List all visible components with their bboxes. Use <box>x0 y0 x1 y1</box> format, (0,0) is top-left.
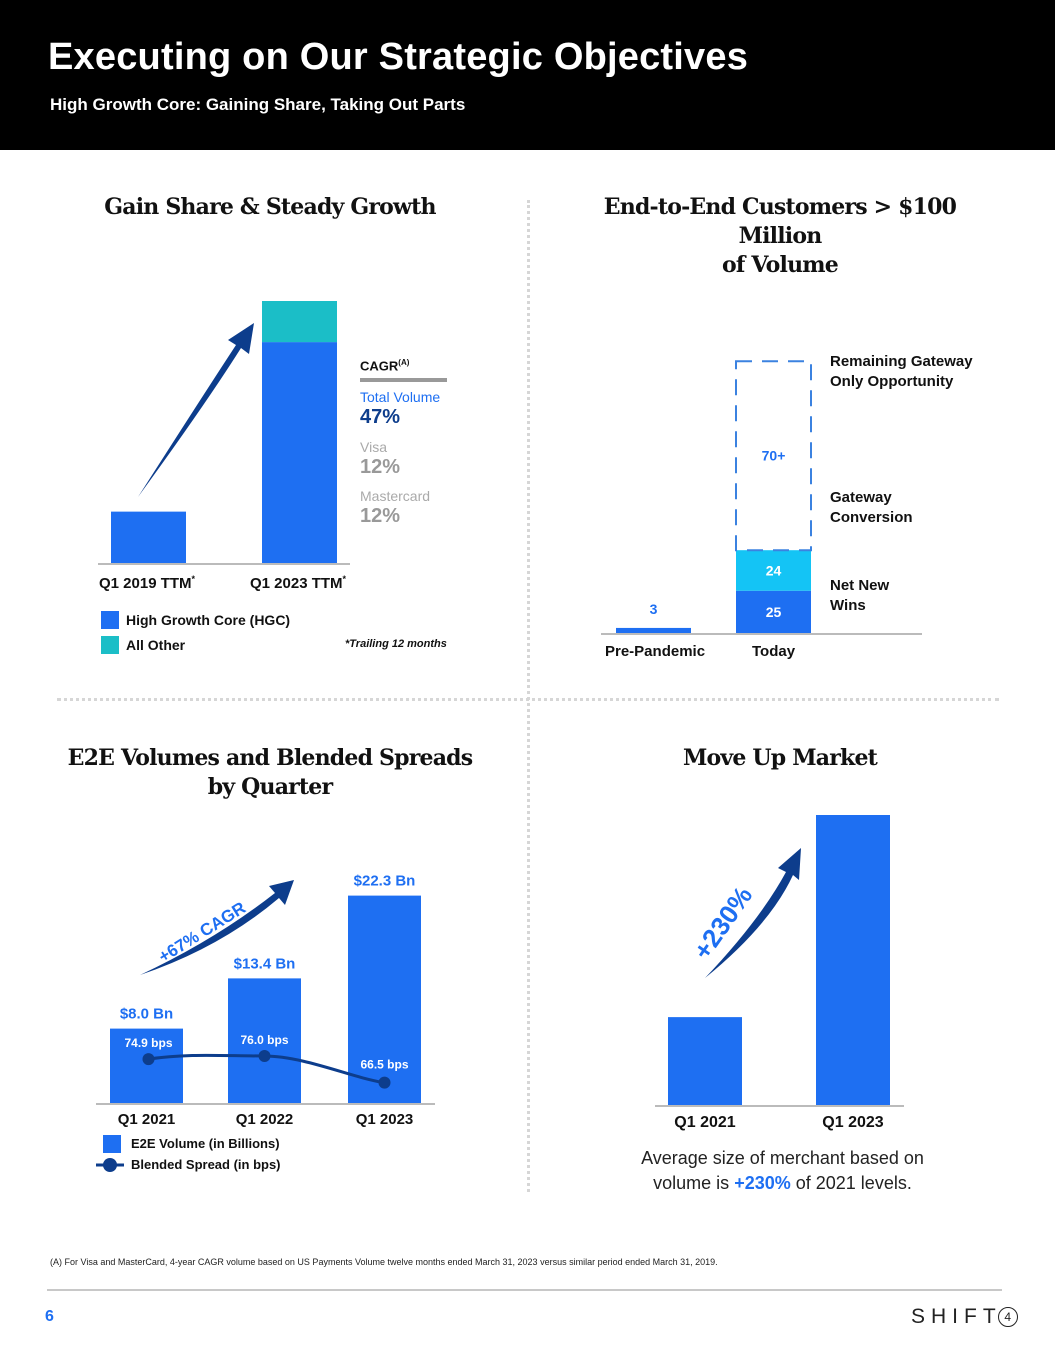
p3-cagr-arrow <box>140 880 294 975</box>
p1-bar-hgc-1 <box>262 342 337 563</box>
legend-spread-label: Blended Spread (in bps) <box>131 1157 281 1172</box>
p3-bar-2 <box>348 895 421 1103</box>
panel4-chart: Q1 2021 Q1 2023 +230% <box>655 815 904 1131</box>
legend-e2e-swatch <box>103 1135 121 1153</box>
page-subtitle: High Growth Core: Gaining Share, Taking … <box>50 95 466 114</box>
p2-label-today-seg-0: 25 <box>766 604 782 620</box>
horizontal-divider <box>57 698 999 701</box>
legend-spread-marker <box>103 1158 117 1172</box>
label-net-new-wins: Net New Wins <box>830 577 890 614</box>
p2-label-today-seg-2: 70+ <box>762 448 786 464</box>
p3-bar-label-1: $13.4 Bn <box>234 955 296 972</box>
p4-growth-arrow <box>705 848 801 978</box>
p1-bar-hgc-0 <box>111 511 186 563</box>
p2-bar-prepandemic <box>616 627 691 633</box>
panel3-chart: $8.0 Bn $13.4 Bn $22.3 Bn 74.9 bps 76.0 bps 6… <box>96 873 435 1172</box>
metric-total-volume-value: 47% <box>360 406 401 428</box>
p1-xlabel-1: Q1 2023 TTM* <box>250 574 347 592</box>
panel4-title: Move Up Market <box>682 745 878 771</box>
metric-visa-value: 12% <box>360 456 401 478</box>
label-gateway-conversion: Gateway Conversion <box>830 489 913 526</box>
legend-other-swatch <box>101 636 119 654</box>
metric-visa-label: Visa <box>360 439 387 455</box>
p2-xlabel-0: Pre-Pandemic <box>605 643 706 660</box>
p3-bar-1 <box>228 978 301 1103</box>
p4-bar-1 <box>816 815 890 1105</box>
ttm-note: *Trailing 12 months <box>345 638 447 650</box>
p4-xlabel-0: Q1 2021 <box>674 1114 735 1131</box>
page-number: 6 <box>45 1308 54 1325</box>
p1-xlabel-0: Q1 2019 TTM* <box>99 574 196 592</box>
p3-bar-label-2: $22.3 Bn <box>354 873 416 890</box>
legend-other-label: All Other <box>126 637 186 653</box>
panel2-title: End-to-End Customers > $100 Million of V… <box>603 194 957 278</box>
p3-spread-label-1: 76.0 bps <box>240 1033 288 1047</box>
footnote: (A) For Visa and MasterCard, 4-year CAGR… <box>50 1257 718 1267</box>
panel3-title: E2E Volumes and Blended Spreads by Quart… <box>67 745 473 800</box>
p1-bar-other-1 <box>262 301 337 343</box>
p4-growth-text: +230% <box>687 881 758 965</box>
legend-hgc-label: High Growth Core (HGC) <box>126 612 291 628</box>
p2-bar-today-dashed <box>735 360 812 552</box>
p2-xlabel-1: Today <box>752 643 796 660</box>
header-bar: Executing on Our Strategic Objectives Hi… <box>0 0 1055 150</box>
metric-mastercard-label: Mastercard <box>360 488 431 504</box>
legend-hgc-swatch <box>101 611 119 629</box>
cagr-underline <box>360 378 447 382</box>
p3-xlabel-2: Q1 2023 <box>356 1111 414 1128</box>
p3-spread-point-2 <box>378 1076 391 1089</box>
metric-mastercard-value: 12% <box>360 505 401 527</box>
p3-spread-label-2: 66.5 bps <box>360 1058 408 1072</box>
merchant-size-caption: Average size of merchant based on volume… <box>641 1148 924 1193</box>
p4-bar-0 <box>668 1017 742 1105</box>
p2-bar-today-seg-0 <box>736 590 811 633</box>
p4-xlabel-1: Q1 2023 <box>822 1114 883 1131</box>
panel1-title: Gain Share & Steady Growth <box>104 194 436 220</box>
panel2-chart: 3 25 24 70+ <box>601 360 922 635</box>
shift4-logo: SHIFT 4 <box>911 1305 1018 1329</box>
p2-label-today-seg-1: 24 <box>766 562 782 578</box>
footer-divider <box>47 1289 1002 1291</box>
p1-growth-arrow <box>138 323 254 497</box>
p2-bar-today-seg-1 <box>736 550 811 591</box>
metric-total-volume-label: Total Volume <box>360 389 441 405</box>
vertical-divider <box>527 200 530 1192</box>
panel1-chart <box>98 301 350 565</box>
p3-xlabel-0: Q1 2021 <box>118 1111 176 1128</box>
p3-spread-label-0: 74.9 bps <box>124 1036 172 1050</box>
cagr-heading: CAGR(A) <box>360 358 410 374</box>
p3-xlabel-1: Q1 2022 <box>236 1111 294 1128</box>
p3-spread-point-0 <box>142 1053 155 1066</box>
label-remaining-gateway: Remaining Gateway Only Opportunity <box>830 353 973 390</box>
p3-spread-point-1 <box>258 1050 271 1062</box>
legend-e2e-label: E2E Volume (in Billions) <box>131 1136 280 1151</box>
p2-label-prepandemic: 3 <box>650 601 658 617</box>
p3-bar-label-0: $8.0 Bn <box>120 1006 173 1023</box>
p3-bar-0 <box>110 1028 183 1103</box>
page-title: Executing on Our Strategic Objectives <box>48 36 749 78</box>
